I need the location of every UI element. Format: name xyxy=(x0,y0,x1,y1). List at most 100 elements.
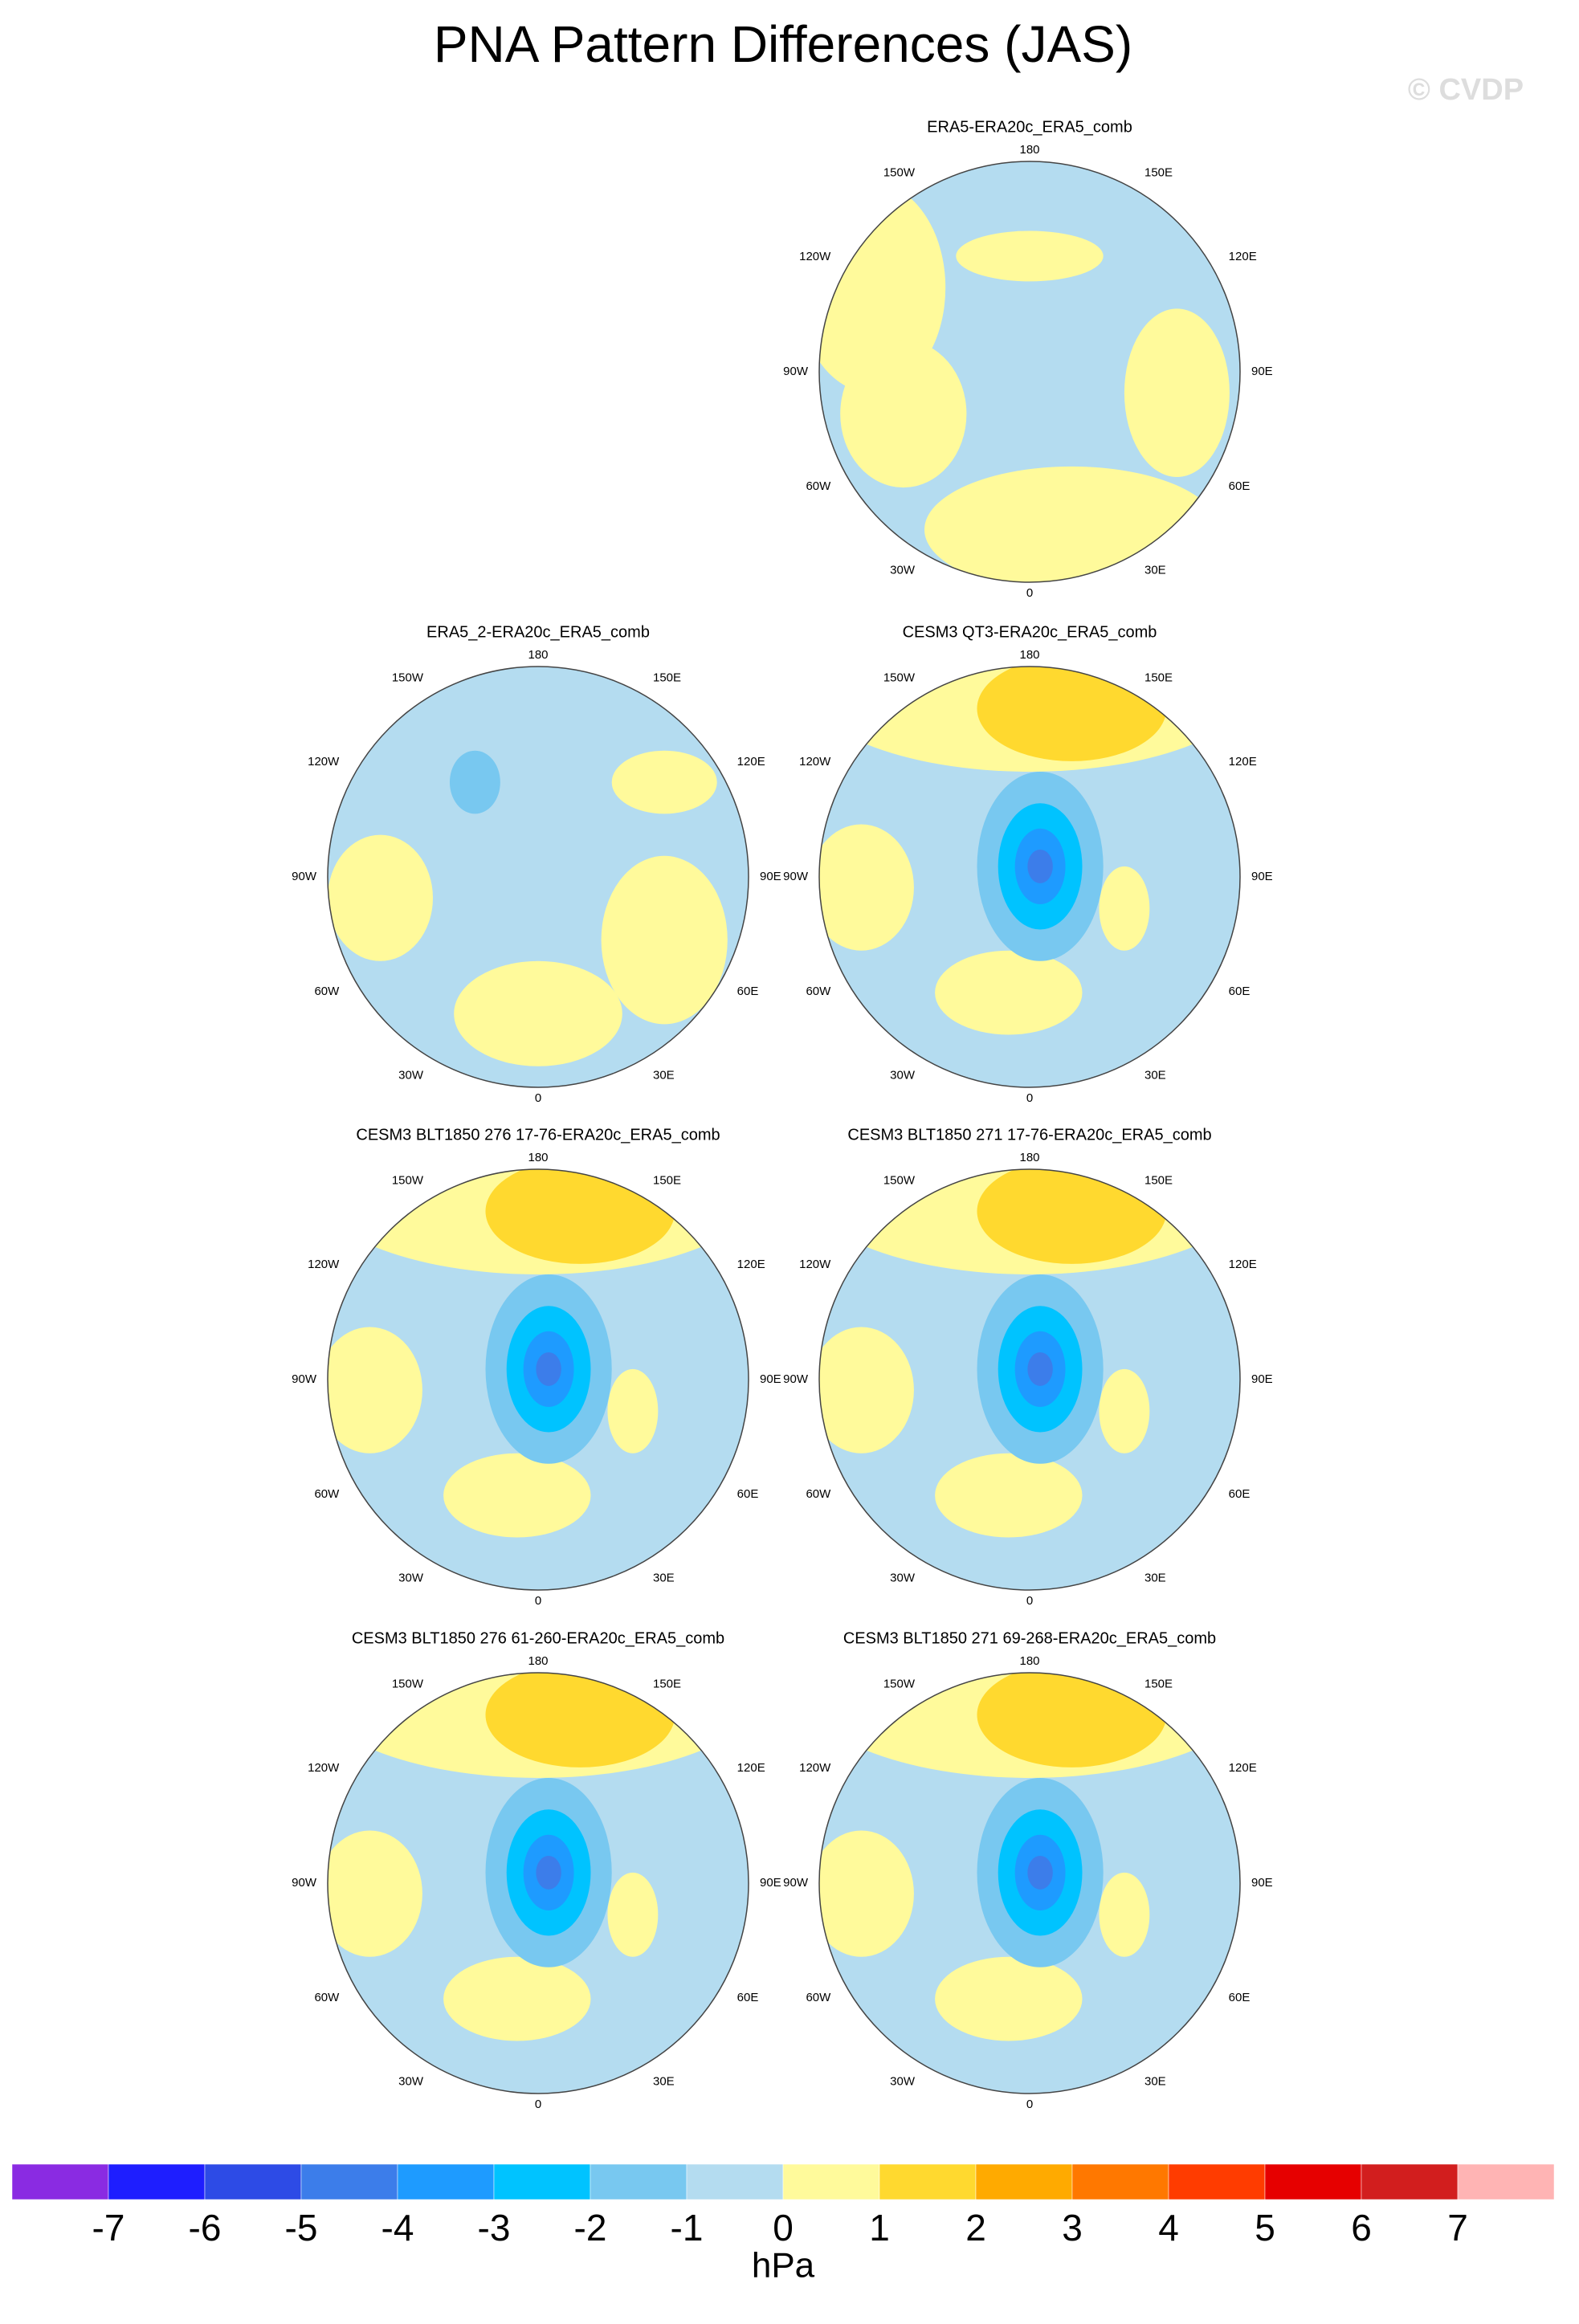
map-border xyxy=(327,1672,749,2094)
longitude-label: 30E xyxy=(1144,1572,1166,1585)
colorbar-box xyxy=(975,2163,1073,2200)
longitude-label: 60W xyxy=(806,479,831,493)
longitude-label: 150W xyxy=(883,671,916,684)
longitude-label: 60E xyxy=(737,1487,759,1501)
colorbar-box xyxy=(11,2163,109,2200)
longitude-label: 60E xyxy=(1229,985,1251,998)
longitude-label: 150E xyxy=(653,1677,681,1690)
longitude-label: 120W xyxy=(308,755,340,769)
longitude-label: 150E xyxy=(1144,671,1173,684)
longitude-label: 150W xyxy=(883,1173,916,1187)
map-border xyxy=(327,1168,749,1591)
longitude-label: 30W xyxy=(890,1572,916,1585)
map-field xyxy=(819,1673,1240,2094)
longitude-label: 120E xyxy=(737,755,765,769)
colorbar-tick-label: 0 xyxy=(773,2207,794,2249)
longitude-label: 30E xyxy=(1144,564,1166,577)
field-contour xyxy=(1027,1855,1053,1890)
longitude-label: 150W xyxy=(392,671,424,684)
longitude-label: 120W xyxy=(308,1761,340,1775)
field-region xyxy=(935,1453,1083,1538)
colorbar-tick-label: -1 xyxy=(671,2207,704,2249)
colorbar-box xyxy=(879,2163,977,2200)
longitude-label: 0 xyxy=(1026,1594,1033,1608)
longitude-label: 30W xyxy=(398,1069,424,1082)
colorbar-box xyxy=(1457,2163,1555,2200)
longitude-label: 180 xyxy=(528,1151,548,1164)
longitude-label: 120E xyxy=(1229,1258,1257,1271)
longitude-label: 120E xyxy=(1229,250,1257,263)
longitude-label: 120W xyxy=(799,1258,831,1271)
longitude-label: 60W xyxy=(314,1487,340,1501)
field-region xyxy=(454,960,622,1066)
longitude-label: 90E xyxy=(1251,1876,1273,1890)
colorbar-box xyxy=(686,2163,784,2200)
colorbar-tick-label: -3 xyxy=(478,2207,511,2249)
field-region xyxy=(840,340,967,488)
colorbar-tick-label: -4 xyxy=(381,2207,414,2249)
field-region xyxy=(1099,866,1150,951)
colorbar-box xyxy=(397,2163,495,2200)
longitude-label: 30E xyxy=(1144,1069,1166,1082)
map-field xyxy=(819,667,1240,1087)
colorbar-box xyxy=(204,2163,302,2200)
longitude-label: 120E xyxy=(737,1258,765,1271)
longitude-label: 0 xyxy=(535,1594,541,1608)
map-border xyxy=(818,1168,1241,1591)
colorbar-tick-label: 2 xyxy=(965,2207,986,2249)
field-region xyxy=(819,1830,914,1957)
field-region xyxy=(607,1368,659,1454)
longitude-label: 90E xyxy=(760,1876,781,1890)
longitude-label: 120E xyxy=(737,1761,765,1775)
field-region xyxy=(819,1327,914,1454)
panel-title: CESM3 BLT1850 276 17-76-ERA20c_ERA5_comb xyxy=(356,1126,720,1144)
longitude-label: 150E xyxy=(1144,1677,1173,1690)
field-region xyxy=(935,1956,1083,2041)
panel-title: ERA5-ERA20c_ERA5_comb xyxy=(927,118,1132,136)
longitude-label: 0 xyxy=(1026,2098,1033,2111)
longitude-label: 180 xyxy=(1019,143,1039,157)
map-field xyxy=(328,667,749,1087)
longitude-label: 120E xyxy=(1229,755,1257,769)
field-contour xyxy=(536,1855,561,1890)
longitude-label: 60E xyxy=(1229,479,1251,493)
longitude-label: 180 xyxy=(528,1654,548,1668)
colorbar-tick-label: 6 xyxy=(1351,2207,1372,2249)
panel-title: CESM3 BLT1850 271 69-268-ERA20c_ERA5_com… xyxy=(843,1629,1216,1647)
panel-title: CESM3 QT3-ERA20c_ERA5_comb xyxy=(903,623,1157,641)
field-region xyxy=(328,1830,422,1957)
colorbar-box xyxy=(590,2163,687,2200)
longitude-label: 30E xyxy=(653,2075,675,2089)
colorbar-box xyxy=(1361,2163,1459,2200)
longitude-label: 150W xyxy=(883,165,916,179)
colorbar-box xyxy=(1168,2163,1266,2200)
map-field xyxy=(819,1169,1240,1590)
colorbar-tick-label: 4 xyxy=(1158,2207,1179,2249)
field-region xyxy=(977,1169,1167,1264)
longitude-label: 180 xyxy=(1019,1654,1039,1668)
longitude-label: 0 xyxy=(535,2098,541,2111)
longitude-label: 150E xyxy=(653,671,681,684)
longitude-label: 60W xyxy=(314,985,340,998)
field-region xyxy=(328,1327,422,1454)
longitude-label: 60E xyxy=(737,1991,759,2004)
longitude-label: 90E xyxy=(1251,1372,1273,1386)
longitude-label: 30W xyxy=(398,2075,424,2089)
colorbar-tick-label: -5 xyxy=(285,2207,318,2249)
colorbar-tick-label: -6 xyxy=(189,2207,222,2249)
map-border xyxy=(818,161,1241,583)
longitude-label: 90W xyxy=(783,365,809,378)
longitude-label: 60W xyxy=(806,1991,831,2004)
colorbar-tick-label: 5 xyxy=(1255,2207,1275,2249)
panel-title: CESM3 BLT1850 271 17-76-ERA20c_ERA5_comb xyxy=(847,1126,1211,1144)
longitude-label: 180 xyxy=(1019,648,1039,662)
map-border xyxy=(818,1672,1241,2094)
longitude-label: 60W xyxy=(314,1991,340,2004)
longitude-label: 180 xyxy=(1019,1151,1039,1164)
colorbar-box xyxy=(1264,2163,1362,2200)
colorbar-box xyxy=(1071,2163,1169,2200)
field-contour xyxy=(536,1352,561,1386)
panel-title: CESM3 BLT1850 276 61-260-ERA20c_ERA5_com… xyxy=(352,1629,724,1647)
field-region xyxy=(1124,308,1230,477)
longitude-label: 90W xyxy=(783,870,809,883)
